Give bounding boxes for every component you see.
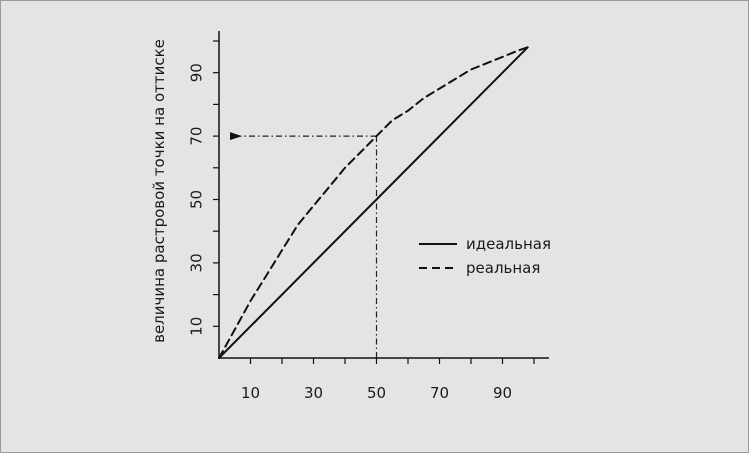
y-tick-label: 30 xyxy=(188,253,206,272)
legend-label: идеальная xyxy=(466,235,551,253)
y-tick-label: 90 xyxy=(188,63,206,82)
y-tick-label: 50 xyxy=(188,190,206,209)
legend-label: реальная xyxy=(466,259,540,277)
x-tick-label: 50 xyxy=(367,384,386,402)
x-tick-label: 90 xyxy=(493,384,512,402)
y-tick-label: 10 xyxy=(188,317,206,336)
legend: идеальная реальная xyxy=(419,235,551,277)
series-line-ideal xyxy=(218,46,529,359)
series-group xyxy=(218,46,529,359)
x-tick-label: 10 xyxy=(241,384,260,402)
y-tick-label: 70 xyxy=(188,127,206,146)
series-line-real xyxy=(218,46,529,359)
axes: 10 30 50 70 90 10 30 50 70 90 xyxy=(188,31,549,402)
x-tick-label: 30 xyxy=(304,384,323,402)
x-tick-label: 70 xyxy=(430,384,449,402)
y-axis-title: величина растровой точки на оттиске xyxy=(150,39,168,343)
annotation xyxy=(230,132,378,358)
